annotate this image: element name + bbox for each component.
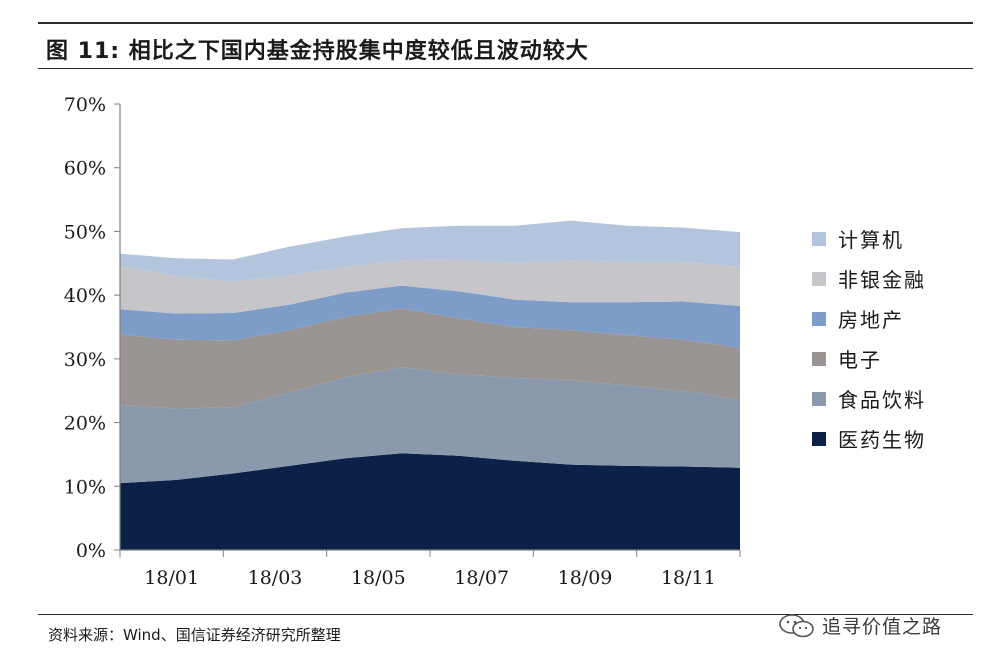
legend-label: 计算机 <box>838 228 904 252</box>
legend-swatch <box>812 312 826 326</box>
legend-label: 电子 <box>838 348 882 372</box>
watermark-text: 追寻价值之路 <box>822 616 943 638</box>
area-series-3 <box>120 308 740 409</box>
legend-swatch <box>812 352 826 366</box>
y-tick-label: 30% <box>64 349 106 371</box>
y-tick-label: 40% <box>64 285 106 307</box>
legend-label: 医药生物 <box>838 428 926 452</box>
legend-swatch <box>812 232 826 246</box>
title-bar: 图 11: 相比之下国内基金持股集中度较低且波动较大 <box>38 22 973 69</box>
legend-label: 非银金融 <box>838 268 926 292</box>
x-tick-label: 18/07 <box>454 567 509 589</box>
wechat-icon <box>779 613 814 637</box>
area-series-6 <box>120 220 740 282</box>
y-tick-label: 20% <box>64 413 106 435</box>
x-tick-label: 18/09 <box>558 567 613 589</box>
legend-swatch <box>812 272 826 286</box>
legend-label: 食品饮料 <box>838 388 926 412</box>
legend-label: 房地产 <box>838 308 904 332</box>
x-tick-label: 18/05 <box>351 567 406 589</box>
watermark: 追寻价值之路 <box>778 612 942 639</box>
y-tick-label: 60% <box>64 158 106 180</box>
x-tick-label: 18/01 <box>144 567 199 589</box>
x-tick-label: 18/11 <box>661 567 716 589</box>
legend-swatch <box>812 432 826 446</box>
area-series-1 <box>120 453 740 550</box>
legend-swatch <box>812 392 826 406</box>
area-series-2 <box>120 367 740 484</box>
source-note: 资料来源：Wind、国信证券经济研究所整理 <box>48 626 341 644</box>
area-series-5 <box>120 259 740 314</box>
x-tick-label: 18/03 <box>248 567 303 589</box>
y-tick-label: 0% <box>76 540 106 562</box>
area-series-4 <box>120 285 740 348</box>
y-tick-label: 50% <box>64 221 106 243</box>
chart-title: 图 11: 相比之下国内基金持股集中度较低且波动较大 <box>46 39 589 64</box>
y-tick-label: 70% <box>64 94 106 116</box>
y-tick-label: 10% <box>64 476 106 498</box>
footer-divider <box>38 614 973 615</box>
